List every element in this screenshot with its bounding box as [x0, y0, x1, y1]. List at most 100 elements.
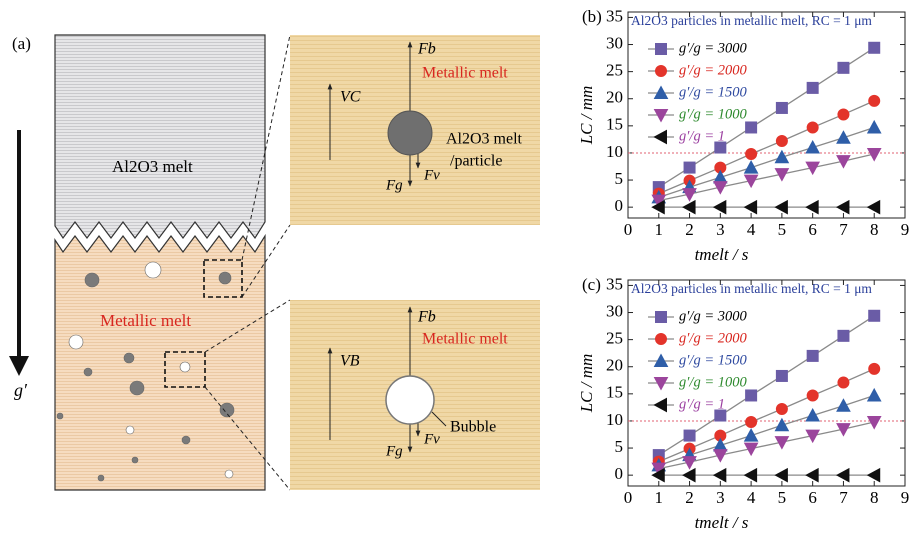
particle: [388, 111, 432, 155]
y-tick-label: 20: [606, 356, 623, 375]
marker: [746, 417, 757, 428]
x-tick-label: 5: [778, 220, 787, 239]
marker: [807, 390, 818, 401]
legend-label: g′/g = 1000: [679, 374, 747, 390]
marker: [684, 162, 695, 173]
x-tick-label: 2: [685, 488, 694, 507]
x-tick-label: 6: [808, 220, 817, 239]
marker: [869, 310, 880, 321]
x-tick-label: 1: [655, 488, 664, 507]
x-tick-label: 1: [655, 220, 664, 239]
x-tick-label: 9: [901, 220, 910, 239]
melt-label: Metallic melt: [422, 331, 508, 348]
marker: [869, 95, 880, 106]
chart-title: Al2O3 particles in metallic melt, RC = 1…: [631, 281, 872, 296]
marker: [776, 136, 787, 147]
y-axis-label: LC / mm: [577, 86, 596, 146]
marker: [807, 82, 818, 93]
x-tick-label: 7: [839, 488, 848, 507]
velocity-label: VB: [340, 353, 360, 370]
marker: [746, 390, 757, 401]
x-axis-label: tmelt / s: [695, 513, 749, 532]
figure: (a) g′ Al2O3 melt Metallic melt VC Fb Me…: [0, 0, 913, 540]
x-tick-label: 2: [685, 220, 694, 239]
x-tick-label: 3: [716, 488, 725, 507]
y-tick-label: 10: [606, 410, 623, 429]
force-label: Fv: [423, 431, 440, 447]
marker: [869, 363, 880, 374]
legend-label: g′/g = 1500: [679, 352, 747, 368]
oxide-melt-label: Al2O3 melt: [112, 157, 193, 176]
x-tick-label: 8: [870, 220, 879, 239]
marker: [807, 122, 818, 133]
y-tick-label: 5: [615, 169, 624, 188]
x-tick-label: 6: [808, 488, 817, 507]
marker: [746, 122, 757, 133]
marker: [684, 430, 695, 441]
marker: [776, 370, 787, 381]
force-label: Fb: [417, 309, 436, 326]
marker: [838, 377, 849, 388]
marker: [656, 312, 667, 323]
marker: [776, 404, 787, 415]
panel-label: (b): [582, 7, 602, 26]
x-tick-label: 9: [901, 488, 910, 507]
force-label: Fv: [423, 167, 440, 183]
y-tick-label: 35: [606, 274, 623, 293]
x-axis-label: tmelt / s: [695, 245, 749, 264]
bubble: [386, 376, 434, 424]
legend-label: g′/g = 1: [679, 128, 725, 144]
x-tick-label: 0: [624, 488, 633, 507]
force-label: Fg: [385, 443, 403, 459]
y-tick-label: 0: [615, 196, 624, 215]
marker: [656, 44, 667, 55]
y-tick-label: 30: [606, 33, 623, 52]
y-tick-label: 30: [606, 301, 623, 320]
legend-label: g′/g = 1000: [679, 106, 747, 122]
legend-label: g′/g = 1500: [679, 84, 747, 100]
x-tick-label: 3: [716, 220, 725, 239]
marker: [838, 330, 849, 341]
velocity-label: VC: [340, 89, 361, 106]
melt-label: Metallic melt: [422, 65, 508, 82]
particle-label: /particle: [450, 153, 502, 170]
panel-label: (a): [12, 34, 31, 53]
legend-label: g′/g = 3000: [679, 40, 747, 56]
x-tick-label: 4: [747, 488, 756, 507]
metallic-melt-label: Metallic melt: [100, 311, 191, 330]
gravity-label: g′: [14, 380, 28, 400]
y-tick-label: 25: [606, 329, 623, 348]
y-tick-label: 5: [615, 437, 624, 456]
y-tick-label: 15: [606, 115, 623, 134]
marker: [838, 109, 849, 120]
marker: [746, 149, 757, 160]
legend-label: g′/g = 1: [679, 396, 725, 412]
marker: [656, 66, 667, 77]
x-tick-label: 8: [870, 488, 879, 507]
particle-label: Al2O3 melt: [446, 131, 523, 148]
x-tick-label: 5: [778, 488, 787, 507]
legend-label: g′/g = 2000: [679, 330, 747, 346]
panel-label: (c): [582, 275, 601, 294]
marker: [869, 42, 880, 53]
y-tick-label: 0: [615, 464, 624, 483]
y-axis-label: LC / mm: [577, 354, 596, 414]
marker: [807, 350, 818, 361]
legend-label: g′/g = 2000: [679, 62, 747, 78]
bubble-label: Bubble: [450, 419, 496, 436]
marker: [838, 62, 849, 73]
x-tick-label: 4: [747, 220, 756, 239]
y-tick-label: 25: [606, 61, 623, 80]
x-tick-label: 0: [624, 220, 633, 239]
oxide-melt-region: [55, 35, 265, 238]
chart-title: Al2O3 particles in metallic melt, RC = 1…: [631, 13, 872, 28]
y-tick-label: 10: [606, 142, 623, 161]
y-tick-label: 35: [606, 6, 623, 25]
force-label: Fg: [385, 177, 403, 193]
force-label: Fb: [417, 41, 436, 58]
marker: [656, 334, 667, 345]
y-tick-label: 15: [606, 383, 623, 402]
y-tick-label: 20: [606, 88, 623, 107]
x-tick-label: 7: [839, 220, 848, 239]
legend-label: g′/g = 3000: [679, 308, 747, 324]
